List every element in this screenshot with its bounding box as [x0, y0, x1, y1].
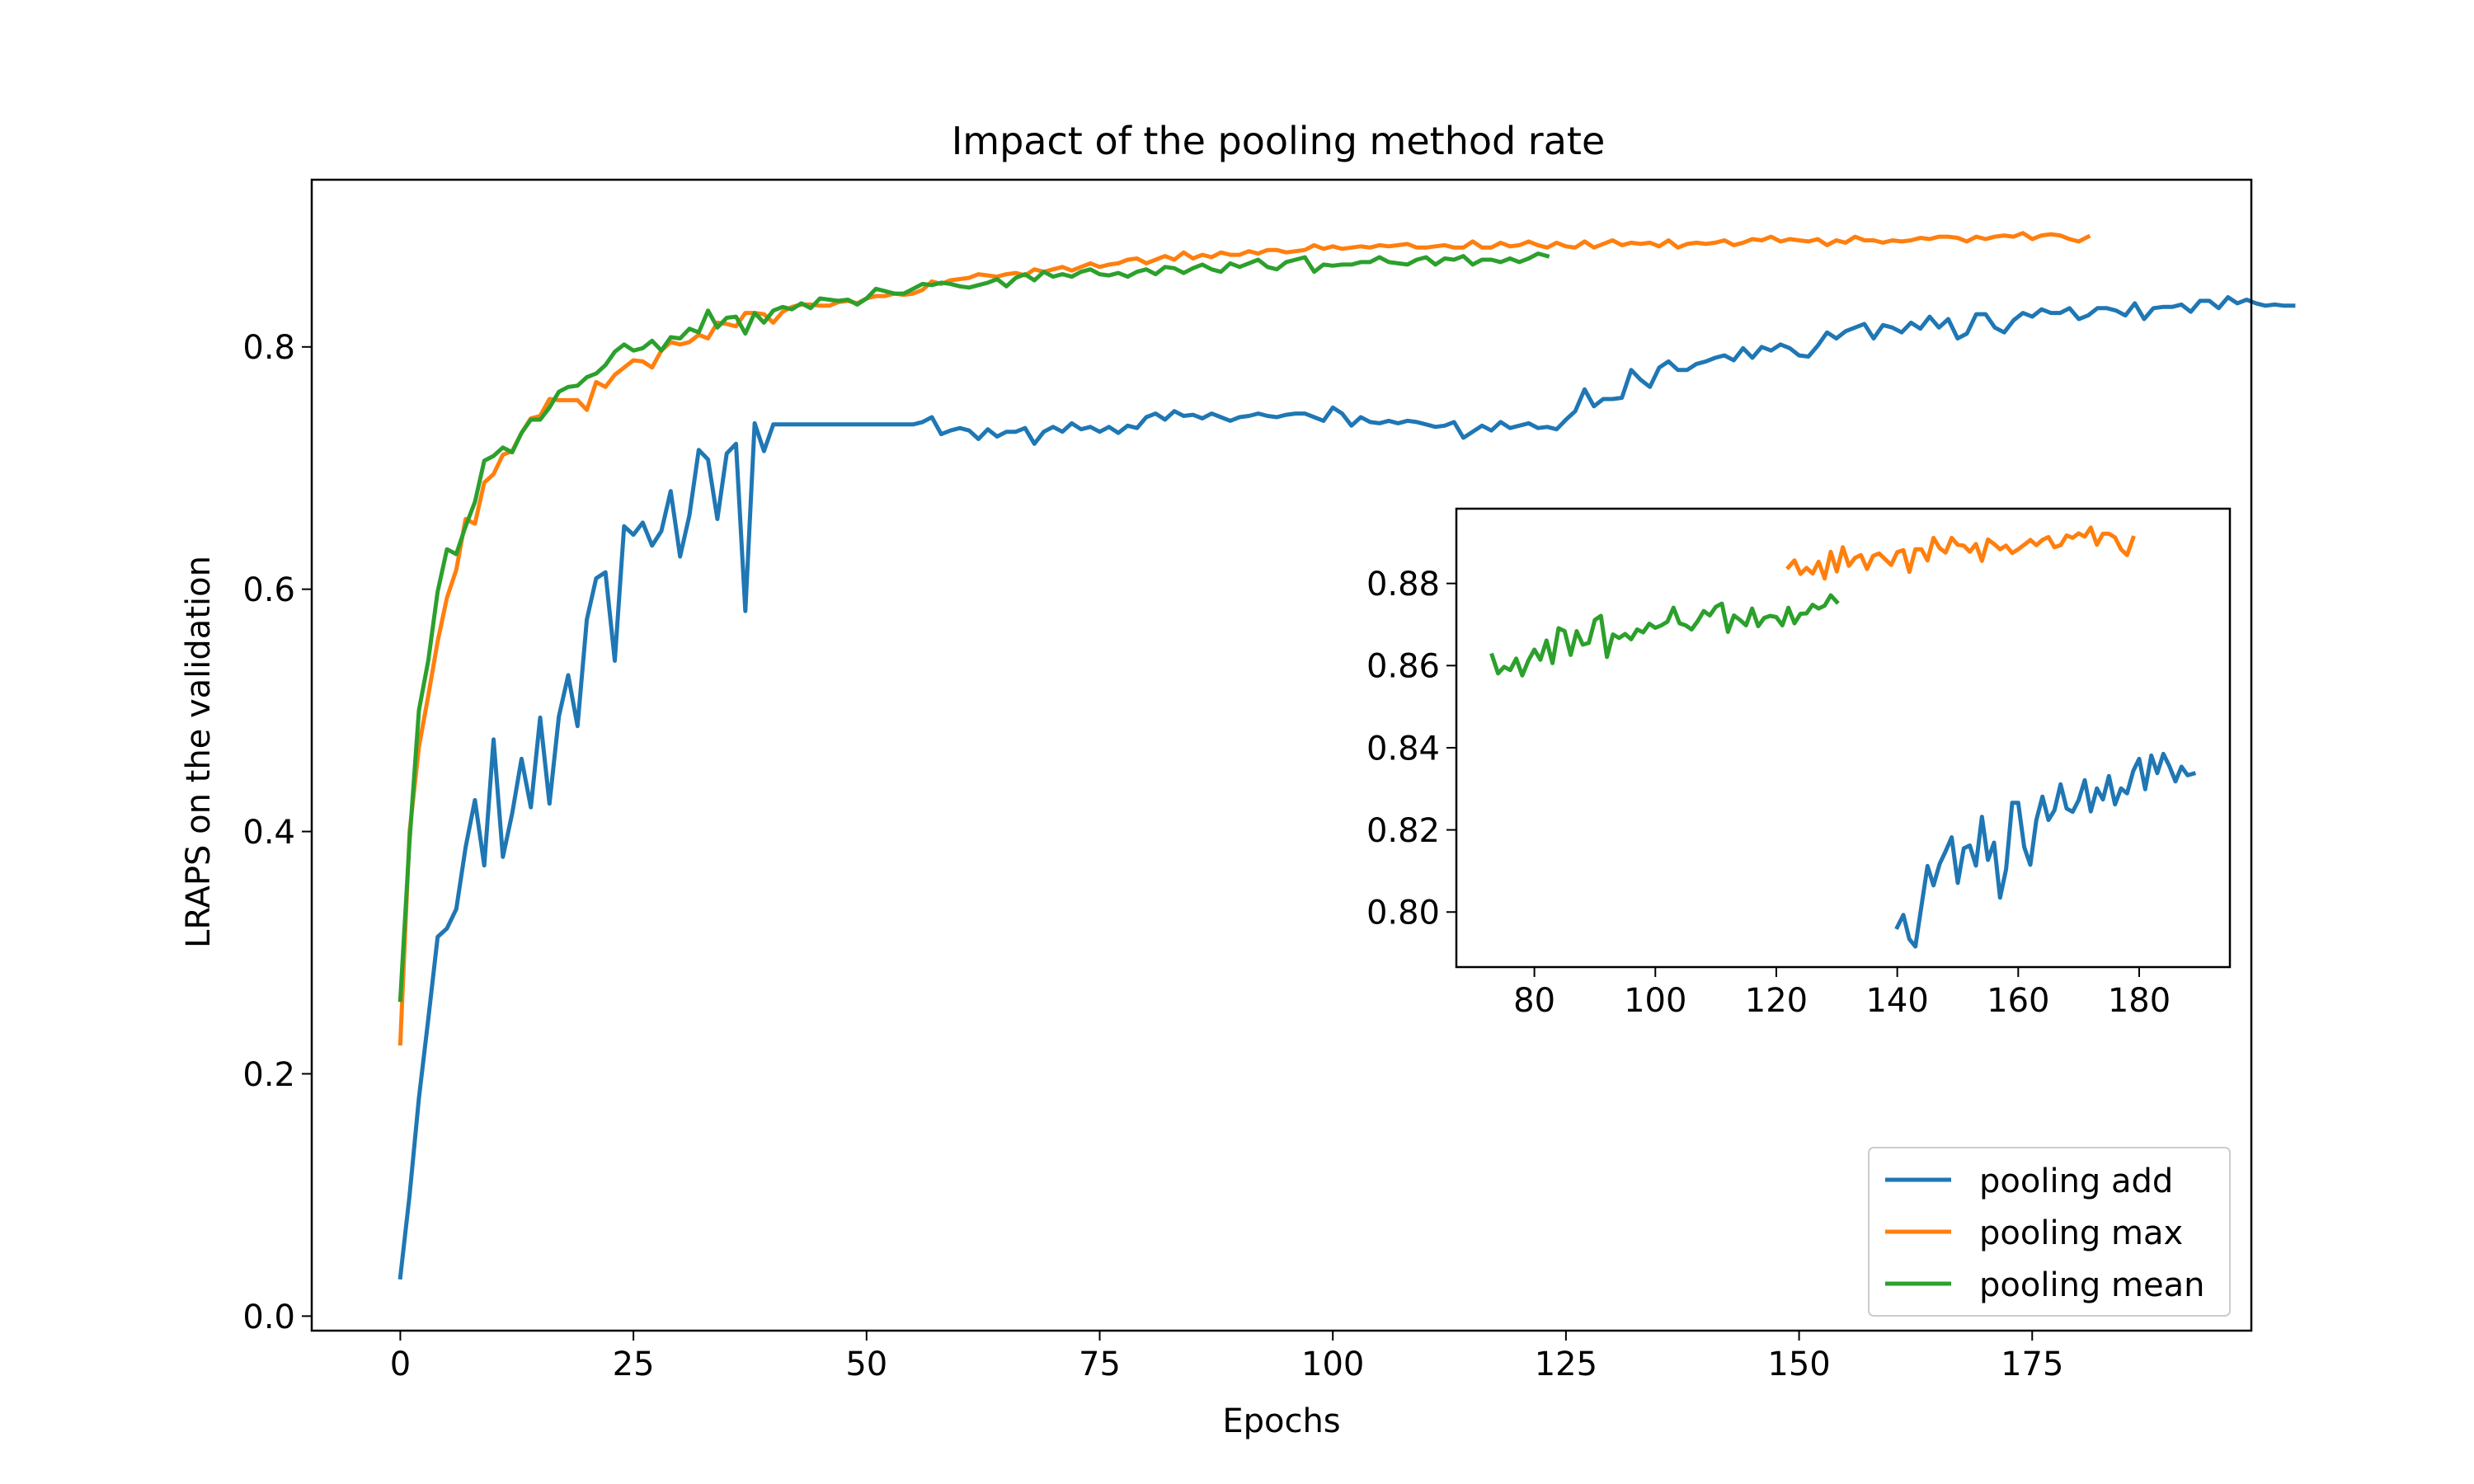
inset-x-tick-label: 80	[1513, 982, 1555, 1020]
main-series-pooling-add-line	[397, 295, 2296, 1280]
main-y-tick-label: 0.8	[242, 329, 295, 367]
legend-label-pooling-add: pooling add	[1979, 1162, 2173, 1200]
inset-y-tick-label: 0.86	[1366, 648, 1440, 686]
inset-x-tick-label: 120	[1745, 982, 1808, 1020]
legend-label-pooling-max: pooling max	[1979, 1214, 2183, 1252]
inset-y-tick-label: 0.80	[1366, 895, 1440, 932]
inset-x-tick-label: 140	[1865, 982, 1928, 1020]
legend: pooling add pooling max pooling mean	[1868, 1147, 2231, 1317]
main-plot-area: 0 25 50 75 100 125 150 175 0.0 0.2 0.4 0.6 0.8	[242, 231, 2296, 1383]
main-x-tick-label: 25	[613, 1345, 655, 1383]
main-x-tick-label: 150	[1767, 1345, 1830, 1383]
x-axis-label: Epochs	[1222, 1402, 1340, 1440]
main-y-tick-label: 0.2	[242, 1056, 295, 1094]
inset-x-tick-label: 180	[2108, 982, 2171, 1020]
inset-plot-area: 80 100 120 140 160 180 0.80 0.82 0.84 0.86 0.88	[1366, 525, 2197, 1020]
inset-series-pooling-mean-line	[1489, 593, 1840, 678]
inset-y-tick-label: 0.88	[1366, 566, 1440, 603]
inset-y-tick-label: 0.82	[1366, 812, 1440, 850]
inset-x-tick-label: 100	[1624, 982, 1686, 1020]
main-y-tick-label: 0.0	[242, 1298, 295, 1336]
main-y-tick-label: 0.4	[242, 814, 295, 852]
inset-series-pooling-add-line	[1894, 751, 2197, 949]
inset-axes-frame	[1455, 507, 2232, 969]
inset-x-tick-label: 160	[1987, 982, 2049, 1020]
main-x-tick-label: 0	[390, 1345, 411, 1383]
main-series-pooling-max-line	[397, 231, 2091, 1046]
main-x-tick-label: 175	[2001, 1345, 2063, 1383]
main-series-pooling-mean-line	[397, 251, 1550, 1003]
legend-label-pooling-mean: pooling mean	[1979, 1266, 2204, 1304]
main-axes-frame	[310, 178, 2253, 1332]
main-x-tick-label: 125	[1535, 1345, 1597, 1383]
main-y-tick-label: 0.6	[242, 571, 295, 609]
main-x-tick-label: 100	[1301, 1345, 1364, 1383]
chart-title: Impact of the pooling method rate	[952, 119, 1606, 163]
inset-background	[1456, 509, 2230, 967]
inset-y-tick-label: 0.84	[1366, 730, 1440, 768]
main-x-tick-label: 75	[1079, 1345, 1121, 1383]
legend-box	[1868, 1147, 2231, 1317]
inset-series-pooling-max-line	[1785, 525, 2136, 581]
main-x-tick-label: 50	[845, 1345, 887, 1383]
y-axis-label: LRAPS on the validation	[180, 556, 218, 948]
